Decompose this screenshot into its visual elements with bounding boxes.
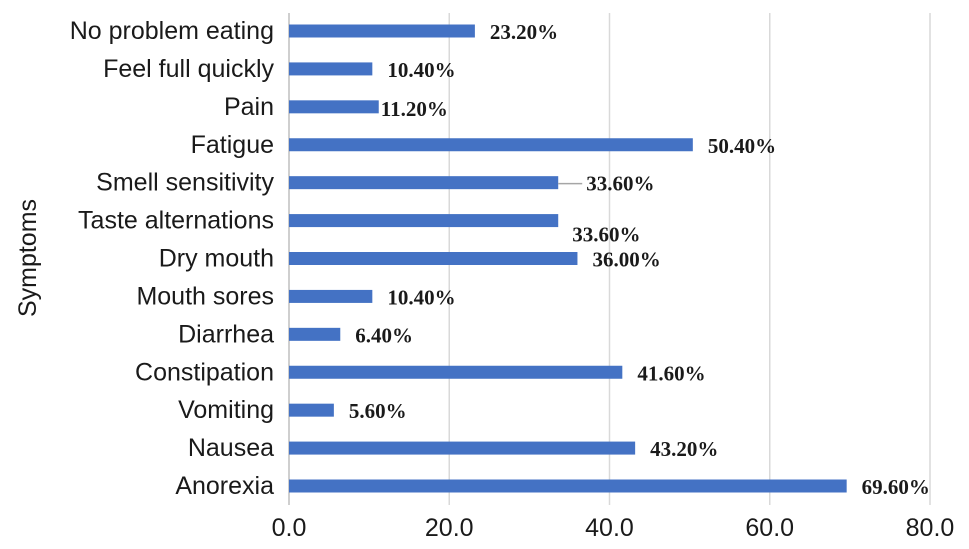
bar bbox=[289, 327, 341, 341]
x-tick-label: 0.0 bbox=[272, 514, 307, 542]
x-tick-label: 60.0 bbox=[745, 514, 794, 542]
x-tick-labels: 0.0 20.0 40.0 60.0 80.0 bbox=[272, 514, 955, 542]
data-label: 33.60% bbox=[586, 172, 654, 196]
bar bbox=[289, 365, 623, 379]
data-label: 50.40% bbox=[708, 134, 776, 158]
category-labels: No problem eating Feel full quickly Pain Fa… bbox=[70, 17, 275, 500]
x-tick-label: 40.0 bbox=[585, 514, 634, 542]
data-label: 36.00% bbox=[592, 248, 660, 272]
x-tick-label: 80.0 bbox=[906, 514, 955, 542]
bar bbox=[289, 100, 379, 114]
data-label: 11.20% bbox=[381, 97, 448, 121]
data-label: 69.60% bbox=[862, 475, 930, 499]
bar bbox=[289, 214, 559, 228]
data-labels: 23.20%10.40%11.20%50.40%33.60%33.60%36.0… bbox=[349, 20, 930, 499]
category-label: Dry mouth bbox=[159, 245, 274, 273]
data-label: 41.60% bbox=[637, 361, 705, 385]
bar bbox=[289, 441, 636, 455]
category-label: Constipation bbox=[135, 358, 274, 386]
bar bbox=[289, 479, 847, 493]
category-label: Anorexia bbox=[175, 472, 274, 500]
bar bbox=[289, 138, 693, 152]
data-label: 33.60% bbox=[572, 223, 640, 247]
category-label: Mouth sores bbox=[136, 282, 274, 310]
category-label: Taste alternations bbox=[78, 207, 274, 235]
category-label: Nausea bbox=[188, 434, 274, 462]
category-label: No problem eating bbox=[70, 17, 274, 45]
data-label: 43.20% bbox=[650, 437, 718, 461]
category-label: Vomiting bbox=[178, 396, 274, 424]
bar bbox=[289, 62, 373, 76]
data-label: 10.40% bbox=[387, 285, 455, 309]
y-axis-title: Symptoms bbox=[14, 199, 42, 317]
bar bbox=[289, 176, 559, 190]
data-label: 23.20% bbox=[490, 20, 558, 44]
category-label: Smell sensitivity bbox=[96, 169, 274, 197]
x-tick-label: 20.0 bbox=[425, 514, 474, 542]
data-label: 5.60% bbox=[349, 399, 407, 423]
bar bbox=[289, 24, 475, 38]
category-label: Pain bbox=[224, 93, 274, 121]
bars bbox=[289, 24, 847, 493]
bar bbox=[289, 289, 373, 303]
category-label: Fatigue bbox=[191, 131, 274, 159]
data-label: 6.40% bbox=[355, 323, 413, 347]
bar bbox=[289, 252, 578, 265]
data-label: 10.40% bbox=[387, 58, 455, 82]
category-label: Feel full quickly bbox=[103, 55, 274, 83]
category-label: Diarrhea bbox=[178, 320, 274, 348]
bar bbox=[289, 403, 334, 417]
